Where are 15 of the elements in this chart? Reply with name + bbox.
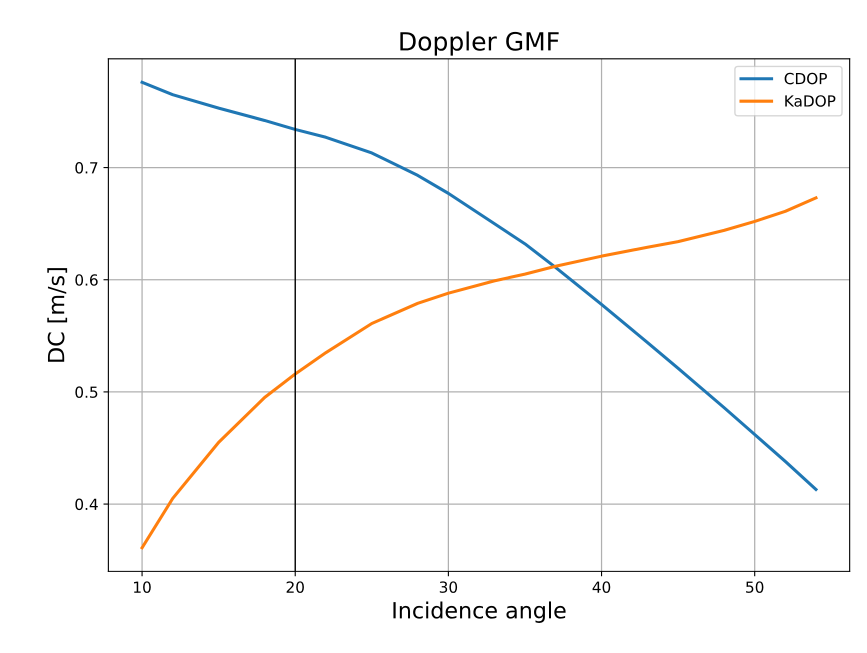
chart-title: Doppler GMF <box>400 31 559 56</box>
x-tick-label: 10 <box>134 581 151 593</box>
x-axis-title: Incidence angle <box>393 601 566 623</box>
legend-label: CDOP <box>784 72 827 84</box>
x-tick-label: 40 <box>592 581 610 593</box>
y-tick-label: 0.5 <box>75 386 98 398</box>
x-tick-label: 20 <box>286 581 304 593</box>
y-axis-title: DC [m/s] <box>47 268 68 362</box>
x-tick-label: 30 <box>440 581 458 593</box>
y-tick-label: 0.6 <box>75 274 98 286</box>
x-tick-label: 50 <box>746 581 764 593</box>
y-tick-label: 0.4 <box>75 498 98 510</box>
legend-label: KaDOP <box>785 95 836 107</box>
y-tick-label: 0.7 <box>75 162 98 174</box>
line-series <box>140 196 818 550</box>
